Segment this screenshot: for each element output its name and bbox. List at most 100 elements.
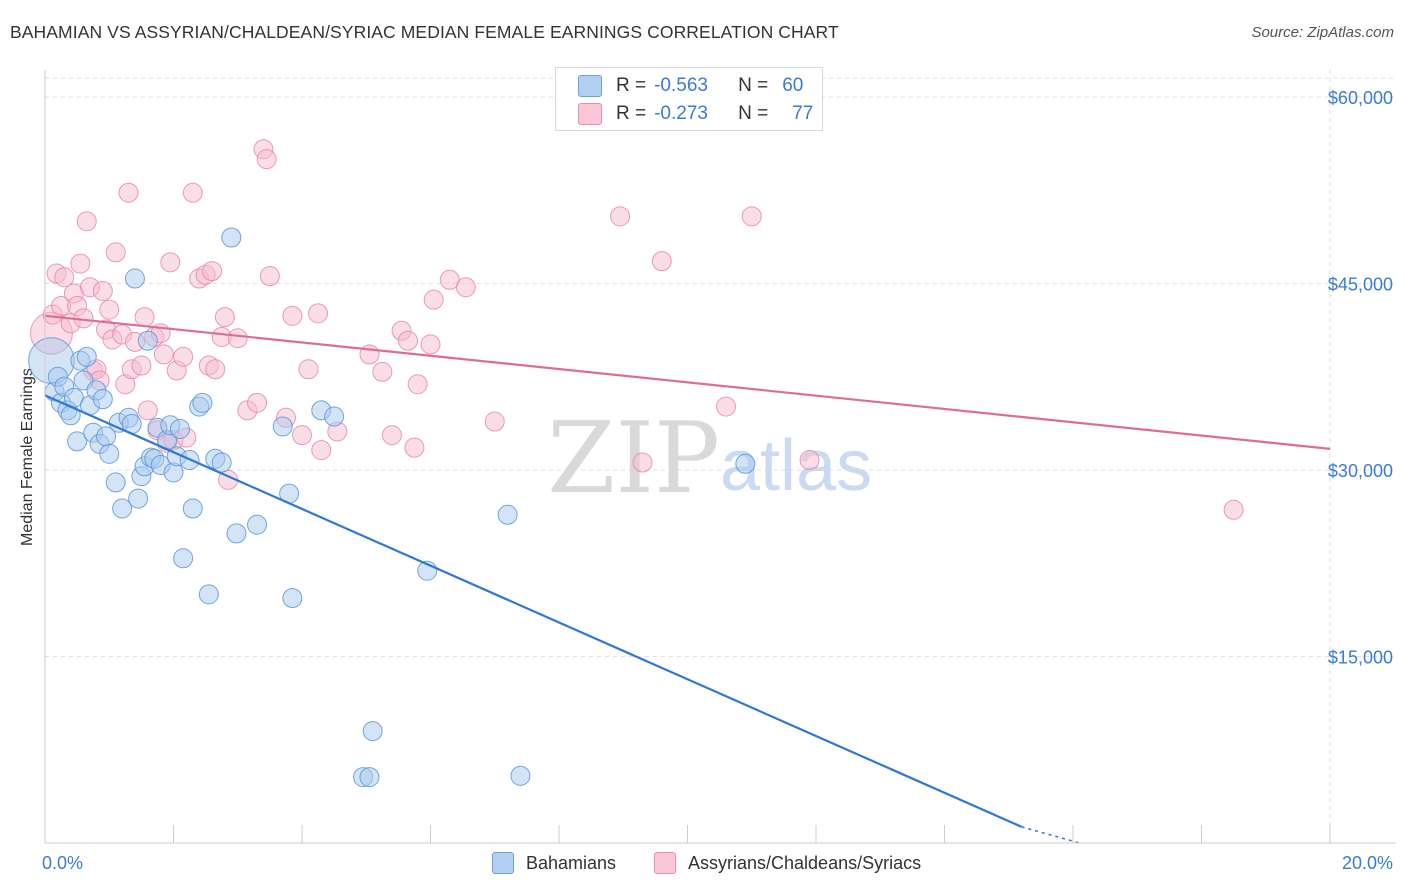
assyrians-point — [134, 307, 155, 328]
bahamians-point — [735, 453, 756, 474]
y-tick-label: $15,000 — [1328, 648, 1393, 668]
assyrians-point — [651, 251, 672, 272]
legend-n-value-bahamians: 60 — [782, 75, 804, 96]
bahamians-point — [105, 472, 126, 493]
assyrians-point — [404, 437, 425, 458]
assyrians-point — [632, 452, 653, 473]
bahamians-point — [92, 389, 113, 410]
bahamians-point — [359, 767, 380, 788]
bahamians-point — [182, 498, 203, 519]
bahamians-point — [272, 416, 293, 437]
bahamians-point — [76, 346, 97, 367]
series-legend-assyrians[interactable]: Assyrians/Chaldeans/Syriacs — [654, 852, 921, 874]
assyrians-point — [292, 425, 312, 446]
y-tick-label: $60,000 — [1328, 88, 1393, 108]
legend-r-label: R = — [616, 75, 647, 96]
bahamians-trend-line — [44, 394, 1023, 828]
assyrians-point — [311, 440, 332, 461]
bahamians-point — [226, 523, 247, 544]
assyrians-point — [455, 277, 476, 298]
assyrians-point — [92, 280, 113, 301]
assyrians-point — [484, 411, 505, 432]
legend-n-value-assyrians: 77 — [792, 103, 814, 124]
series-legend: Bahamians Assyrians/Chaldeans/Syriacs — [0, 852, 1406, 878]
y-tick-label: $45,000 — [1328, 275, 1393, 295]
assyrians-point — [381, 425, 402, 446]
assyrians-point — [372, 361, 393, 382]
legend-swatch-bahamians — [578, 75, 602, 97]
assyrians-point — [160, 252, 181, 273]
legend-row-bahamians: R = -0.563 N = 60 — [578, 74, 803, 98]
legend-n-label: N = — [738, 103, 769, 124]
bahamians-point — [124, 268, 145, 289]
assyrians-point — [99, 299, 120, 320]
legend-row-assyrians: R = -0.273 N = 77 — [578, 102, 813, 126]
legend-r-value-bahamians: -0.563 — [654, 75, 708, 96]
assyrians-point — [741, 206, 762, 227]
assyrians-trend-line — [44, 314, 1331, 450]
assyrians-point — [137, 400, 158, 421]
series-legend-swatch-assyrians — [654, 852, 676, 874]
assyrians-point — [70, 253, 91, 274]
bahamians-point — [198, 584, 219, 605]
bahamians-point — [211, 452, 232, 473]
series-legend-swatch-bahamians — [492, 852, 514, 874]
assyrians-point — [173, 346, 194, 367]
bahamians-point — [67, 431, 88, 452]
y-tick-label: $30,000 — [1328, 461, 1393, 481]
assyrians-point — [153, 344, 174, 365]
source-label: Source: ZipAtlas.com — [1251, 24, 1394, 41]
assyrians-point — [259, 266, 280, 287]
bahamians-point — [128, 488, 149, 509]
assyrians-point — [54, 267, 75, 288]
series-legend-label-bahamians: Bahamians — [526, 852, 617, 873]
assyrians-point — [202, 261, 223, 282]
assyrians-point — [282, 305, 303, 326]
assyrians-point — [118, 182, 139, 203]
assyrians-point — [420, 334, 441, 355]
bahamians-point — [192, 392, 213, 413]
bahamians-point — [99, 443, 120, 464]
assyrians-point — [610, 206, 631, 227]
assyrians-point — [105, 242, 126, 263]
bahamians-point — [324, 406, 345, 427]
bahamians-point — [362, 721, 383, 742]
assyrians-point — [76, 211, 97, 232]
x-tick-label-min: 0.0% — [42, 853, 83, 873]
bahamians-point — [163, 462, 184, 483]
series-legend-bahamians[interactable]: Bahamians — [492, 852, 616, 874]
axis-layer: $15,000 $30,000 $45,000 $60,000 0.0% 20.0% — [42, 70, 1396, 873]
assyrians-point — [131, 355, 152, 376]
assyrians-point — [799, 450, 820, 471]
assyrians-point — [398, 330, 419, 351]
trend-lines — [44, 314, 1331, 844]
assyrians-point — [182, 182, 203, 203]
correlation-legend: R = -0.563 N = 60 R = -0.273 N = 77 — [555, 67, 823, 131]
series-legend-label-assyrians: Assyrians/Chaldeans/Syriacs — [688, 852, 922, 873]
bahamians-point — [282, 588, 303, 609]
assyrians-point — [205, 359, 226, 380]
bahamians-point — [497, 504, 518, 525]
bahamians-point — [137, 330, 158, 351]
legend-swatch-assyrians — [578, 103, 602, 125]
x-tick-label-max: 20.0% — [1342, 853, 1393, 873]
bahamians-point — [221, 227, 242, 248]
assyrians-point — [227, 328, 248, 349]
assyrians-point — [247, 392, 268, 413]
bahamians-point — [112, 498, 133, 519]
bahamians-point — [173, 548, 194, 569]
bahamians-point — [510, 765, 531, 786]
legend-n-label: N = — [738, 75, 769, 96]
assyrians-point — [407, 374, 428, 395]
bahamians-point — [247, 514, 268, 535]
legend-r-label: R = — [616, 103, 647, 124]
assyrians-point — [214, 307, 235, 328]
assyrians-point — [308, 303, 329, 324]
assyrians-point — [716, 396, 737, 417]
series-bahamians-points — [28, 227, 756, 788]
bahamians-trend-extension — [1021, 826, 1080, 844]
assyrians-point — [1223, 499, 1244, 520]
legend-r-value-assyrians: -0.273 — [654, 103, 708, 124]
assyrians-point — [298, 359, 319, 380]
